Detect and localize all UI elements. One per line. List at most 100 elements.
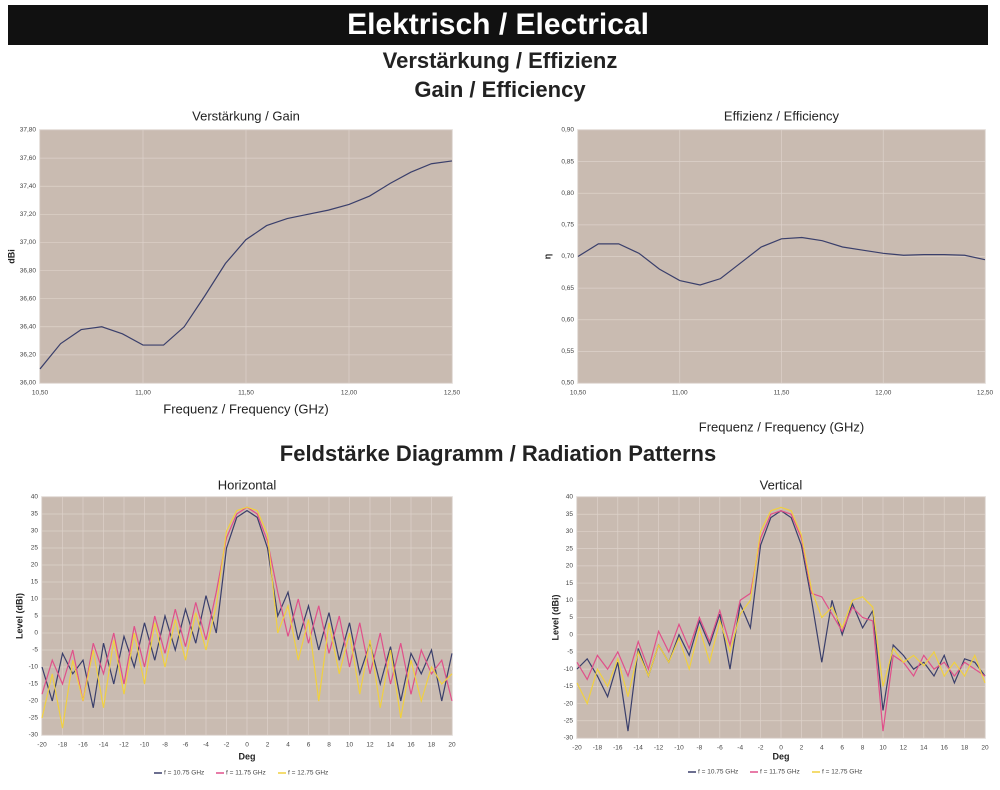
y-tick-label: 0,85 [561,158,574,165]
x-tick-label: -8 [162,742,168,749]
y-tick-label: 25 [31,545,39,552]
x-tick-label: 10,50 [32,390,49,397]
x-tick-label: 4 [286,742,290,749]
y-tick-label: -10 [29,664,39,671]
series-line [576,506,986,706]
series-line [39,160,453,370]
y-axis-label: dBi [6,249,16,264]
y-tick-label: 0,55 [561,348,574,355]
series-line [576,510,986,732]
legend-label: f = 10.75 GHz [698,769,738,776]
x-tick-label: 11,00 [135,390,151,397]
y-tick-label: 0,70 [561,253,574,260]
y-tick-label: -20 [29,698,39,705]
y-tick-label: -25 [29,715,39,722]
y-tick-label: -5 [32,647,38,654]
chart-title: Vertical [760,477,803,492]
series-line [577,236,986,286]
legend-label: f = 12.75 GHz [822,769,862,776]
y-tick-label: 5 [34,613,38,620]
x-tick-label: 14 [920,745,928,752]
x-axis-label: Deg [772,751,789,761]
chart-title: Effizienz / Efficiency [724,108,840,123]
x-tick-label: -16 [78,742,88,749]
x-tick-label: 14 [387,742,395,749]
y-tick-label: 30 [31,528,39,535]
x-tick-label: -18 [593,745,603,752]
section-heading: Feldstärke Diagramm / Radiation Patterns [280,441,716,466]
x-tick-label: -6 [183,742,189,749]
x-tick-label: 11,50 [774,390,790,397]
legend-label: f = 10.75 GHz [164,770,204,777]
y-tick-label: 36,20 [20,352,37,359]
y-tick-label: 0,90 [561,127,574,134]
y-tick-label: -15 [29,681,39,688]
x-tick-label: -20 [37,742,47,749]
y-tick-label: 0,75 [561,222,574,229]
y-tick-label: 36,00 [20,380,37,387]
y-tick-label: 30 [566,528,574,535]
x-tick-label: 12,50 [977,390,994,397]
y-tick-label: 10 [31,596,39,603]
y-tick-label: 37,40 [20,183,37,190]
y-tick-label: 25 [566,545,574,552]
x-tick-label: -14 [99,742,109,749]
x-tick-label: 4 [820,745,824,752]
x-tick-label: -16 [613,745,623,752]
y-tick-label: 37,60 [20,155,37,162]
chart-title: Verstärkung / Gain [192,108,300,123]
x-tick-label: 18 [428,742,436,749]
y-tick-label: 37,80 [20,127,37,134]
y-tick-label: 36,80 [20,267,37,274]
x-tick-label: -2 [224,742,230,749]
series-line [41,506,453,729]
x-tick-label: 11,50 [238,390,254,397]
header-bar [8,5,988,45]
y-tick-label: 0 [34,630,38,637]
page-title: Elektrisch / Electrical [347,8,649,41]
section-heading: Verstärkung / Effizienz [383,48,618,73]
y-tick-label: -10 [564,666,574,673]
x-tick-label: 11,00 [672,390,688,397]
y-tick-label: 0,80 [561,190,574,197]
y-tick-label: 37,20 [20,211,37,218]
x-tick-label: 10 [879,745,887,752]
x-tick-label: 2 [800,745,804,752]
legend-label: f = 12.75 GHz [288,770,328,777]
x-tick-label: 0 [779,745,783,752]
x-tick-label: 0 [245,742,249,749]
x-tick-label: 10 [346,742,354,749]
x-tick-label: -20 [572,745,582,752]
x-axis-label: Frequenz / Frequency (GHz) [699,419,864,434]
section-heading: Gain / Efficiency [414,77,586,102]
x-tick-label: 8 [861,745,865,752]
y-axis-label: Level (dBi) [550,594,560,640]
x-tick-label: 6 [840,745,844,752]
y-tick-label: 35 [31,511,39,518]
x-tick-label: -18 [58,742,68,749]
x-tick-label: -10 [140,742,150,749]
y-tick-label: 20 [31,562,39,569]
series-line [41,509,453,708]
x-axis-label: Frequenz / Frequency (GHz) [163,401,328,416]
y-tick-label: 0,50 [561,380,574,387]
x-tick-label: 20 [448,742,456,749]
x-tick-label: 6 [307,742,311,749]
y-tick-label: 0 [569,631,573,638]
y-axis-label: η [542,254,552,260]
x-tick-label: 12 [366,742,374,749]
y-tick-label: 5 [569,614,573,621]
x-tick-label: 12,00 [875,390,892,397]
x-tick-label: -14 [633,745,643,752]
x-tick-label: -4 [203,742,209,749]
x-axis-label: Deg [238,751,255,761]
x-tick-label: -4 [737,745,743,752]
y-tick-label: 36,40 [20,323,37,330]
y-tick-label: 40 [566,494,574,501]
y-tick-label: 35 [566,511,574,518]
chart-title: Horizontal [218,477,277,492]
x-tick-label: 10,50 [570,390,587,397]
x-tick-label: -10 [674,745,684,752]
y-tick-label: 15 [31,579,39,586]
x-tick-label: 12,00 [341,390,358,397]
